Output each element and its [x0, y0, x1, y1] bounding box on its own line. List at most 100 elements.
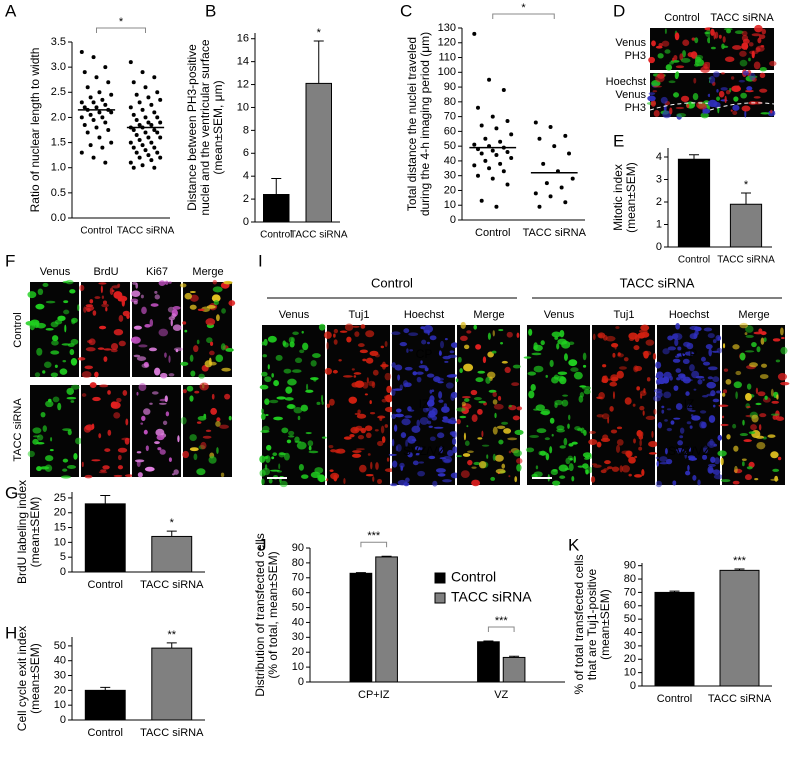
- y-tick-label: 60: [444, 125, 456, 137]
- cell-signal: [708, 463, 716, 467]
- cell-signal: [663, 391, 672, 399]
- cell-signal: [535, 465, 539, 470]
- cell-signal: [141, 306, 147, 315]
- cell-signal: [702, 378, 705, 382]
- cell-signal: [641, 469, 645, 477]
- data-point: [537, 136, 542, 141]
- cell-signal: [689, 364, 695, 372]
- cell-signal: [27, 450, 35, 458]
- cell-signal: [293, 406, 303, 414]
- cell-signal: [43, 361, 52, 368]
- cell-signal: [557, 371, 568, 375]
- data-point: [158, 155, 163, 160]
- cell-signal: [105, 306, 108, 312]
- data-point: [137, 155, 142, 160]
- cell-signal: [162, 420, 168, 426]
- cell-signal: [149, 319, 154, 327]
- cell-signal: [694, 37, 699, 44]
- cell-signal: [718, 34, 722, 39]
- column-title: Merge: [192, 266, 223, 278]
- cell-signal: [730, 76, 735, 80]
- cell-signal: [775, 359, 781, 363]
- cell-signal: [632, 403, 636, 407]
- cell-signal: [582, 463, 589, 469]
- cell-signal: [725, 90, 731, 95]
- cell-signal: [432, 480, 438, 487]
- cell-signal: [500, 342, 504, 345]
- cell-signal: [706, 381, 717, 389]
- data-point: [146, 135, 151, 140]
- cell-signal: [545, 374, 548, 378]
- cell-signal: [559, 329, 565, 338]
- cell-signal: [554, 336, 559, 340]
- significance-label: **: [167, 629, 176, 641]
- bar: [84, 503, 126, 573]
- cell-signal: [770, 413, 780, 416]
- cell-signal: [701, 421, 707, 429]
- cell-signal: [692, 92, 699, 101]
- cell-signal: [612, 391, 615, 400]
- cell-signal: [583, 389, 591, 395]
- y-tick-label: 50: [444, 140, 456, 152]
- cell-signal: [691, 370, 700, 379]
- cell-signal: [508, 404, 512, 408]
- cell-signal: [714, 31, 719, 39]
- cell-signal: [724, 95, 727, 104]
- data-point: [94, 105, 99, 110]
- cell-signal: [757, 391, 766, 397]
- cell-signal: [104, 448, 111, 452]
- data-point: [131, 80, 136, 85]
- channel-label: Tuj1: [614, 309, 635, 321]
- cell-signal: [405, 439, 408, 448]
- data-point: [146, 120, 151, 125]
- cell-signal: [54, 364, 58, 368]
- data-point: [134, 92, 139, 97]
- cell-signal: [418, 365, 428, 369]
- data-point: [146, 153, 151, 158]
- cell-signal: [131, 290, 141, 297]
- cell-signal: [745, 335, 754, 338]
- cell-signal: [559, 376, 567, 385]
- significance-label: ***: [495, 615, 509, 627]
- cell-signal: [734, 30, 744, 35]
- data-point: [79, 50, 84, 55]
- cell-signal: [482, 356, 487, 364]
- cell-signal: [486, 454, 489, 459]
- panel-letter: D: [613, 1, 625, 20]
- cell-signal: [497, 395, 502, 401]
- cell-signal: [40, 411, 46, 418]
- cell-signal: [117, 296, 123, 302]
- cell-signal: [722, 36, 726, 43]
- cell-signal: [267, 335, 277, 343]
- cell-signal: [549, 359, 554, 368]
- cell-signal: [44, 455, 54, 462]
- cell-signal: [29, 322, 36, 331]
- cell-signal: [447, 354, 458, 359]
- panel-letter: I: [258, 251, 263, 270]
- data-point: [479, 123, 484, 128]
- cell-signal: [682, 39, 690, 46]
- data-point: [128, 60, 133, 65]
- cell-signal: [288, 435, 295, 438]
- cell-signal: [697, 103, 707, 110]
- y-tick-label: 0: [60, 566, 66, 578]
- cell-signal: [70, 384, 80, 390]
- cell-signal: [228, 300, 236, 307]
- cell-signal: [713, 404, 716, 408]
- cell-signal: [662, 110, 672, 119]
- cell-signal: [501, 421, 509, 425]
- cell-signal: [348, 396, 358, 404]
- cell-signal: [370, 411, 376, 415]
- cell-signal: [440, 340, 444, 349]
- cell-signal: [62, 468, 68, 472]
- cell-signal: [354, 412, 360, 415]
- data-point: [152, 145, 157, 150]
- cell-signal: [675, 403, 683, 410]
- cell-signal: [296, 441, 307, 450]
- y-tick-label: 90: [292, 542, 304, 554]
- cell-signal: [333, 328, 339, 334]
- y-tick-label: 30: [54, 669, 66, 681]
- y-tick-label: 90: [444, 81, 456, 93]
- cell-signal: [640, 331, 650, 338]
- y-tick-label: 50: [292, 601, 304, 613]
